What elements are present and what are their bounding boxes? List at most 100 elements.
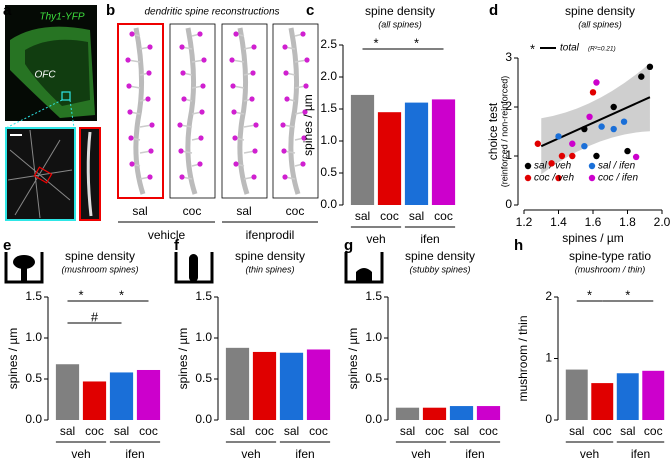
y-tick-label: 0.5 — [25, 371, 42, 385]
group-label: veh — [71, 447, 90, 461]
spine-head — [180, 70, 186, 76]
bar — [225, 347, 250, 420]
group-label: ifen — [465, 447, 484, 461]
y-axis-label: mushroom / thin — [516, 315, 530, 401]
group-label: ifenprodil — [246, 228, 295, 242]
y-tick-label: 1.0 — [320, 133, 337, 147]
y-axis-label: choice test — [486, 102, 500, 160]
y-tick-label: 2.0 — [320, 69, 337, 83]
category-label: sal — [569, 424, 584, 438]
spine-head — [147, 174, 153, 180]
dendrite — [288, 27, 301, 195]
point — [569, 140, 576, 147]
spine-head — [181, 96, 187, 102]
spine-head — [251, 44, 257, 50]
spine-head — [284, 96, 290, 102]
y-tick-label: 1 — [545, 351, 552, 365]
fit-stat: (R²=0.21) — [588, 46, 616, 53]
category-label: sal — [400, 424, 415, 438]
bar — [109, 372, 134, 420]
category-label: sal — [284, 424, 299, 438]
significance-label: * — [587, 287, 592, 302]
category-label: coc — [85, 424, 104, 438]
point — [555, 174, 562, 182]
bar — [55, 364, 80, 420]
spine-head — [128, 135, 134, 141]
significance-label: # — [91, 309, 99, 324]
spine-head — [129, 31, 135, 37]
spine-head — [302, 109, 308, 115]
chart-title: spine density — [65, 249, 135, 263]
spine-head — [201, 57, 207, 63]
point — [534, 140, 541, 147]
spine-head — [281, 148, 287, 154]
category-label: sal — [409, 209, 424, 223]
y-tick-label: 1.5 — [365, 289, 382, 303]
spine-head — [177, 122, 183, 128]
significance-label: * — [78, 287, 83, 302]
chart-title: spine density — [565, 4, 635, 18]
point — [581, 125, 588, 133]
panel-title: dendritic spine reconstructions — [144, 7, 279, 18]
chart-title: spine density — [365, 4, 435, 18]
spine-head — [197, 161, 203, 167]
zoom-line — [69, 99, 75, 129]
chart-subtitle: (mushroom / thin) — [575, 264, 646, 274]
category-label: coc — [593, 424, 612, 438]
spine-head — [125, 57, 131, 63]
group-label: veh — [241, 447, 260, 461]
dendrite — [237, 27, 250, 195]
y-tick-label: 1 — [505, 148, 512, 162]
point — [593, 79, 600, 86]
bar — [616, 373, 639, 420]
spine-head — [282, 44, 288, 50]
category-label: sal — [355, 209, 370, 223]
spine-head — [233, 31, 239, 37]
spine-head — [230, 83, 236, 89]
spine-head — [129, 161, 135, 167]
y-tick-label: 0.0 — [365, 412, 382, 426]
dendrite-image — [79, 127, 101, 221]
spine-head — [148, 148, 154, 154]
significance-label: * — [119, 287, 124, 302]
group-label: ifen — [631, 447, 650, 461]
bar — [395, 407, 420, 420]
y-tick-label: 1.0 — [25, 330, 42, 344]
category-label: sal — [620, 424, 635, 438]
spine-head — [250, 70, 256, 76]
spine-head — [304, 57, 310, 63]
y-tick-label: 0.0 — [195, 412, 212, 426]
spine-head — [197, 31, 203, 37]
spine-head — [127, 109, 133, 115]
legend-label: coc / ifen — [598, 173, 638, 184]
spine-head — [252, 148, 258, 154]
point — [558, 152, 566, 160]
category-label: coc — [183, 204, 202, 218]
point — [646, 63, 654, 71]
legend-marker — [588, 174, 596, 182]
spine-head — [232, 135, 238, 141]
x-axis-label: spines / µm — [562, 231, 624, 245]
zoom-image — [5, 127, 76, 221]
x-tick-label: 1.4 — [550, 215, 567, 229]
y-tick-label: 1.5 — [320, 101, 337, 115]
label-thy1: Thy1-YFP — [39, 12, 84, 23]
category-label: coc — [286, 204, 305, 218]
spine-head — [233, 161, 239, 167]
chart-title: spine-type ratio — [569, 249, 651, 263]
category-label: coc — [139, 424, 158, 438]
bar — [82, 381, 107, 420]
point — [610, 103, 617, 111]
y-tick-label: 1.5 — [195, 289, 212, 303]
panel-letter: g — [344, 237, 353, 254]
group-label: ifen — [295, 447, 314, 461]
dendrite — [185, 27, 198, 195]
group-label: veh — [411, 447, 430, 461]
group-label: ifen — [420, 232, 439, 246]
point — [586, 113, 593, 121]
y-tick-label: 2 — [505, 99, 512, 113]
point — [598, 123, 605, 130]
chart-subtitle: (stubby spines) — [409, 264, 470, 274]
spine-head — [301, 135, 307, 141]
spine-head — [126, 83, 132, 89]
